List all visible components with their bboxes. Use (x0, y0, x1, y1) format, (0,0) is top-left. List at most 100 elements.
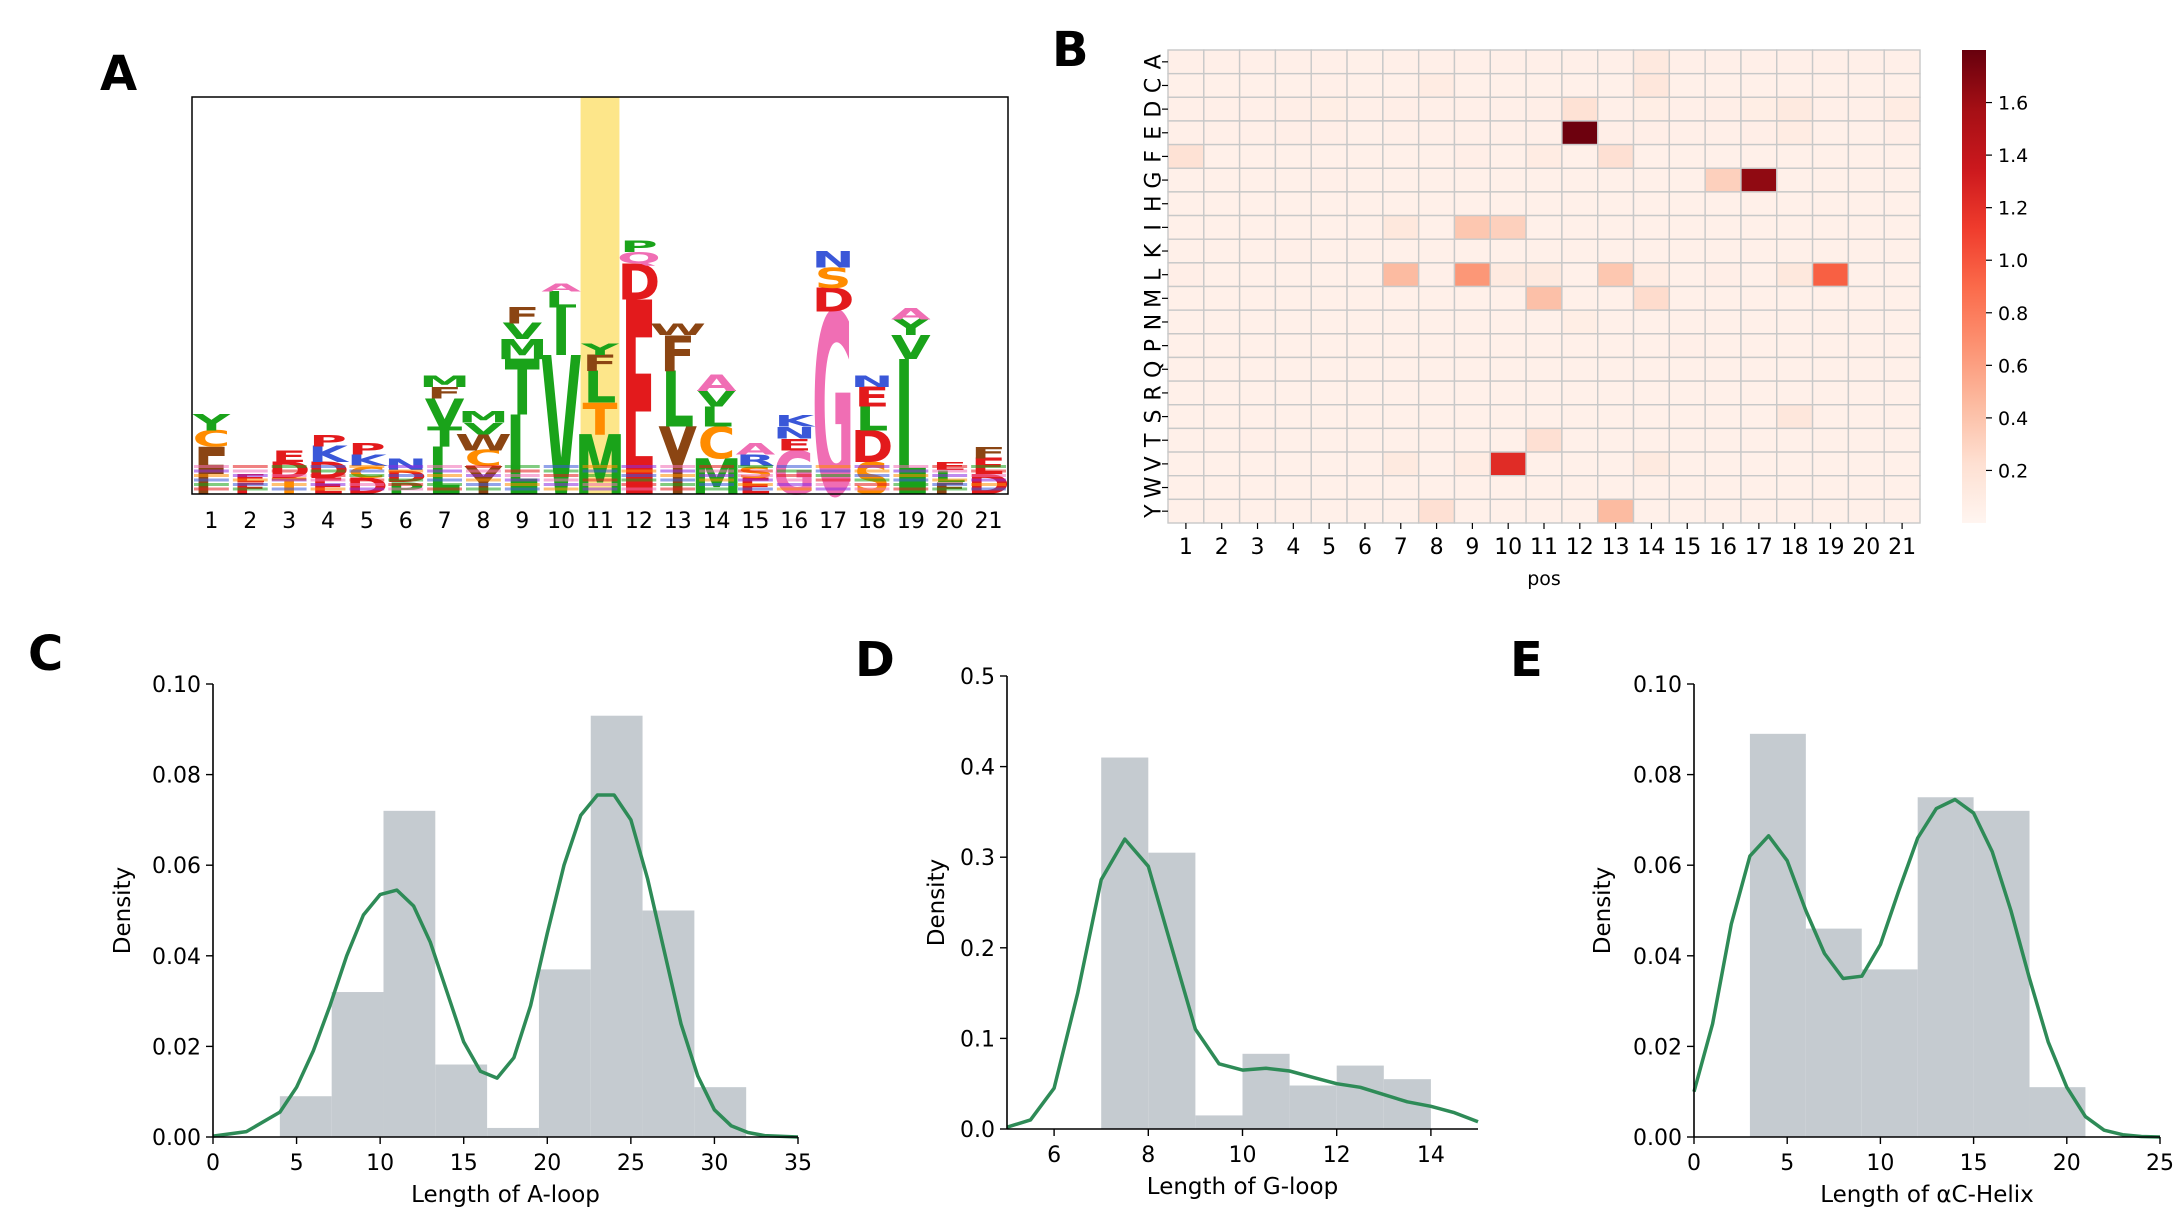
x-tick-label: 30 (700, 1151, 728, 1176)
heatmap-cell (1704, 143, 1742, 169)
heatmap-cell (1310, 427, 1348, 453)
logo-letter: T (505, 345, 540, 433)
heatmap-cell (1776, 427, 1814, 453)
heatmap-cell (1203, 143, 1241, 169)
heatmap-cell (1417, 262, 1456, 288)
heatmap-cell (1417, 238, 1456, 264)
logo-residual-band (699, 474, 734, 477)
logo-residual-band (660, 487, 696, 491)
histogram-bar (1101, 757, 1149, 1129)
logo-residual-band (232, 465, 268, 468)
heatmap-cell (1417, 96, 1456, 122)
logo-letter: M (419, 372, 470, 391)
heatmap-y-tick-label: P (1142, 339, 1167, 352)
x-tick-label: 35 (784, 1151, 812, 1176)
heatmap-x-tick-label: 10 (1494, 535, 1522, 560)
logo-residual-band (932, 478, 968, 482)
logo-residual-band (971, 469, 1006, 473)
logo-letter: L (506, 394, 539, 521)
heatmap-cell (1597, 72, 1635, 99)
heatmap-cell (1346, 427, 1384, 453)
heatmap-cell (1668, 333, 1706, 359)
heatmap-cell (1704, 404, 1742, 430)
logo-residual-band (466, 474, 501, 477)
heatmap-cell (1668, 96, 1706, 122)
heatmap-cell (1489, 191, 1527, 217)
y-axis-label: Density (1590, 867, 1616, 954)
histogram-bar (487, 1127, 539, 1137)
logo-letter: E (621, 248, 656, 558)
heatmap-cell (1561, 333, 1599, 359)
heatmap-cell (1632, 49, 1671, 75)
heatmap-cell (1346, 285, 1384, 311)
logo-residual-band (194, 483, 229, 486)
heatmap-x-tick-label: 13 (1602, 535, 1630, 560)
logo-residual-band (466, 478, 501, 482)
heatmap-x-tick-label: 16 (1709, 535, 1737, 560)
heatmap-cell (1489, 475, 1527, 501)
logo-residual-band (349, 469, 385, 473)
heatmap-cell (1668, 49, 1706, 75)
heatmap-cell (1489, 214, 1527, 240)
heatmap-cell (1561, 191, 1599, 217)
logo-residual-band (504, 474, 540, 477)
logo-residual-band (310, 478, 346, 482)
heatmap-cell (1346, 380, 1384, 406)
histogram-bar (435, 1064, 488, 1137)
logo-letter: Y (192, 411, 231, 436)
heatmap-cell (1740, 404, 1778, 430)
heatmap-y-tick-label: D (1142, 101, 1167, 118)
heatmap-cell (1453, 214, 1491, 240)
heatmap-cell (1704, 49, 1742, 75)
heatmap-x-tick-label: 21 (1888, 535, 1916, 560)
x-tick-label: 25 (2146, 1151, 2174, 1176)
logo-residual-band (893, 469, 929, 473)
logo-letter: F (582, 351, 617, 376)
heatmap-cell (1346, 498, 1384, 524)
heatmap-cell (1525, 451, 1563, 477)
heatmap-cell (1847, 404, 1885, 430)
logo-letter: L (584, 363, 617, 413)
logo-residual-band (932, 483, 968, 486)
heatmap-cell (1525, 380, 1563, 406)
logo-residual-band (738, 474, 773, 477)
logo-letter: A (891, 304, 931, 323)
y-tick-label: 0.2 (960, 937, 995, 962)
logo-residual-band (271, 465, 307, 468)
histogram-bar (1289, 1085, 1337, 1129)
x-tick-label: 5 (290, 1151, 304, 1176)
heatmap-cell (1740, 451, 1778, 477)
logo-residual-band (932, 469, 968, 473)
heatmap-cell (1632, 238, 1671, 264)
y-tick-label: 0.02 (1633, 1035, 1682, 1060)
heatmap-cell (1883, 356, 1921, 382)
heatmap-cell (1238, 451, 1277, 477)
logo-residual-band (738, 487, 773, 491)
heatmap-y-tick-label: K (1142, 243, 1167, 258)
heatmap-cell (1238, 262, 1277, 288)
heatmap-cell (1740, 238, 1778, 264)
logo-x-tick-label: 18 (858, 509, 886, 534)
logo-x-tick-label: 14 (703, 509, 731, 534)
heatmap-cell (1740, 498, 1778, 524)
heatmap-cell (1382, 285, 1420, 311)
kde-curve (212, 793, 799, 1139)
heatmap-cell (1489, 404, 1527, 430)
logo-letter: I (552, 294, 571, 371)
heatmap-cell (1561, 143, 1599, 169)
heatmap-cell (1203, 451, 1241, 477)
heatmap-cell (1382, 333, 1420, 359)
heatmap-cell (1203, 72, 1241, 99)
heatmap-cell (1382, 380, 1420, 406)
heatmap-x-tick-label: 1 (1179, 535, 1193, 560)
heatmap-cell (1489, 120, 1527, 146)
heatmap-cell (1489, 238, 1527, 264)
heatmap-x-tick-label: 15 (1673, 535, 1701, 560)
heatmap-cell (1561, 49, 1599, 75)
heatmap-cell (1346, 49, 1384, 75)
heatmap-cell (1632, 309, 1671, 335)
heatmap-cell (1632, 191, 1671, 217)
heatmap-cell (1203, 498, 1241, 524)
heatmap-y-tick-label: C (1142, 78, 1167, 93)
logo-residual-band (543, 469, 579, 473)
